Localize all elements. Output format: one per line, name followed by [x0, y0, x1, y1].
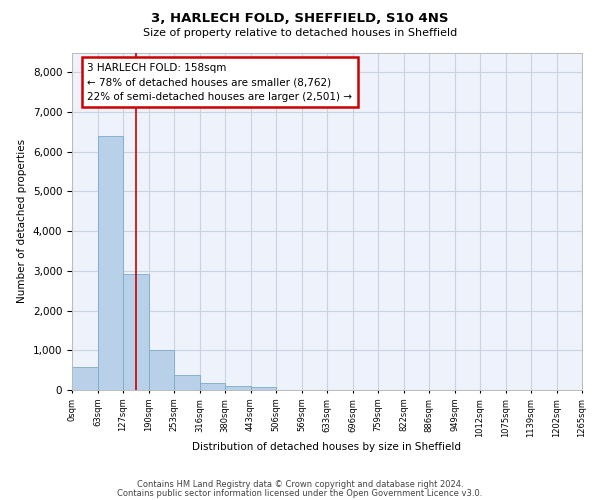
Bar	[123, 274, 149, 390]
Text: 3, HARLECH FOLD, SHEFFIELD, S10 4NS: 3, HARLECH FOLD, SHEFFIELD, S10 4NS	[151, 12, 449, 26]
Text: 3 HARLECH FOLD: 158sqm
← 78% of detached houses are smaller (8,762)
22% of semi-: 3 HARLECH FOLD: 158sqm ← 78% of detached…	[88, 62, 352, 102]
Bar	[225, 386, 251, 390]
Text: Contains HM Land Registry data © Crown copyright and database right 2024.: Contains HM Land Registry data © Crown c…	[137, 480, 463, 489]
Text: Size of property relative to detached houses in Sheffield: Size of property relative to detached ho…	[143, 28, 457, 38]
Bar	[174, 375, 199, 390]
Bar	[97, 136, 123, 390]
Bar	[199, 383, 225, 390]
Bar	[251, 387, 276, 390]
Y-axis label: Number of detached properties: Number of detached properties	[17, 139, 27, 304]
Text: Contains public sector information licensed under the Open Government Licence v3: Contains public sector information licen…	[118, 488, 482, 498]
X-axis label: Distribution of detached houses by size in Sheffield: Distribution of detached houses by size …	[193, 442, 461, 452]
Bar	[72, 368, 97, 390]
Bar	[149, 350, 174, 390]
